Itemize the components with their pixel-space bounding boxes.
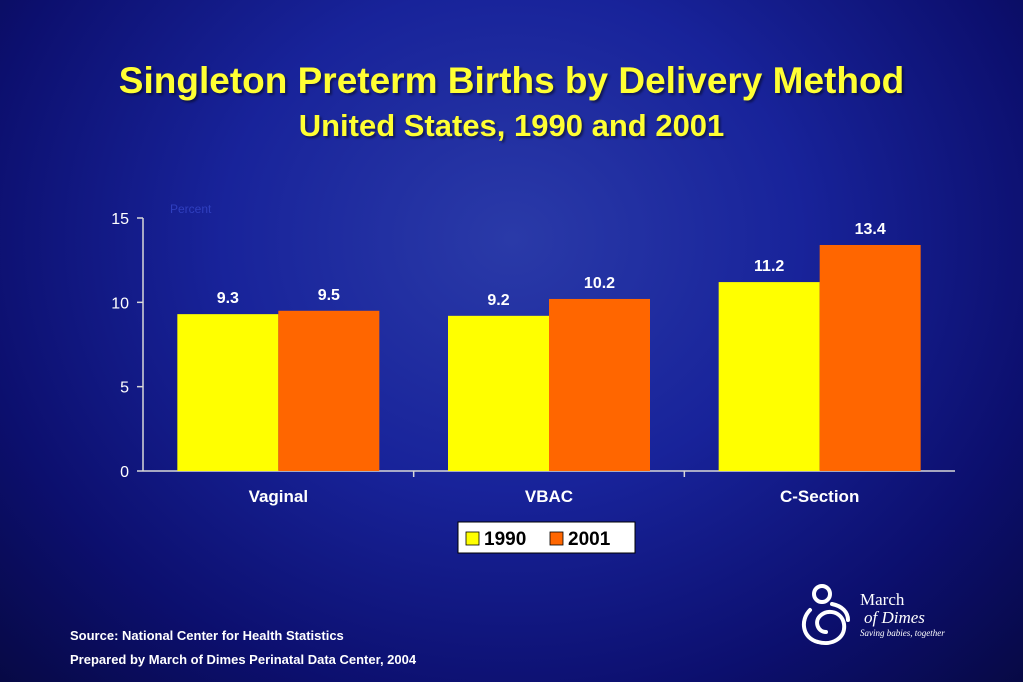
legend-label-1990: 1990 [484, 529, 526, 550]
data-label: 9.3 [217, 290, 239, 307]
y-tick-label: 10 [111, 295, 129, 312]
data-label: 13.4 [855, 221, 886, 238]
data-label: 9.2 [487, 292, 509, 309]
logo-line-march: March [860, 590, 905, 609]
legend-label-2001: 2001 [568, 529, 611, 550]
bar-1990-c-section [718, 282, 820, 471]
march-of-dimes-logo: March of Dimes Saving babies, together [798, 580, 968, 650]
bar-2001-vbac [549, 298, 650, 471]
legend-swatch-2001 [549, 531, 564, 546]
chart-title: Singleton Preterm Births by Delivery Met… [118, 60, 905, 101]
data-label: 9.5 [318, 287, 340, 304]
bar-chart: Percent 0 5 10 15 Vaginal VBAC C-Section 9.3 9.… [111, 202, 955, 554]
legend-box [457, 521, 636, 554]
data-label: 11.2 [754, 258, 784, 275]
source-note: Source: National Center for Health Stati… [70, 628, 344, 643]
chart-subtitle: United States, 1990 and 2001 [298, 108, 725, 143]
logo-tagline: Saving babies, together [860, 628, 945, 638]
y-tick-label: 15 [111, 211, 129, 228]
march-of-dimes-emblem-icon [801, 584, 850, 645]
data-label: 10.2 [584, 275, 615, 292]
bar-2001-c-section [819, 244, 921, 471]
prepared-note: Prepared by March of Dimes Perinatal Dat… [70, 652, 417, 667]
legend-swatch-1990 [465, 531, 480, 546]
bar-2001-vaginal [278, 310, 380, 471]
y-tick-label: 5 [120, 380, 129, 397]
x-tick-label: VBAC [525, 487, 573, 506]
logo-line-of-dimes: of Dimes [864, 608, 925, 627]
x-tick-label: C-Section [780, 487, 859, 506]
y-unit-label: Percent [170, 202, 212, 216]
bar-1990-vaginal [177, 314, 279, 471]
y-tick-label: 0 [120, 464, 129, 481]
bar-1990-vbac [448, 315, 549, 471]
x-tick-label: Vaginal [249, 487, 309, 506]
